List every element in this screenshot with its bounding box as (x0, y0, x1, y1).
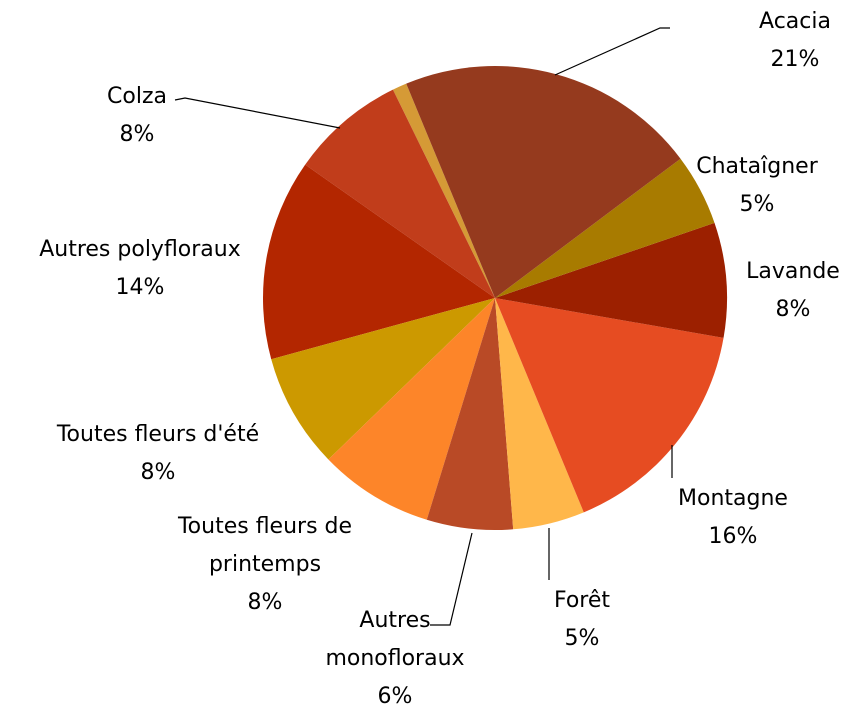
slice-name: Montagne (678, 486, 788, 511)
slice-label: Chataîgner 5% (677, 148, 837, 224)
pie-slice (426, 298, 514, 531)
pie-slice (495, 298, 584, 530)
slice-label: Autres monofloraux 6% (315, 602, 475, 716)
pie-slice (271, 298, 495, 460)
slice-percent: 14% (115, 275, 165, 300)
slice-percent: 16% (708, 524, 758, 549)
leader-line (174, 97, 341, 129)
slice-percent: 8% (140, 460, 176, 485)
slice-label: Colza 8% (87, 78, 187, 154)
slice-name: Acacia (759, 9, 831, 34)
pie-slice (305, 89, 495, 299)
slice-percent: 8% (775, 297, 811, 322)
slice-name: Toutes fleurs d'été (56, 422, 260, 447)
slice-label: Montagne 16% (663, 480, 803, 556)
slice-percent: 5% (564, 626, 600, 651)
slice-label: Autres polyfloraux 14% (10, 231, 270, 307)
slice-label: Toutes fleurs d'été 8% (28, 416, 288, 492)
leader-line (554, 27, 670, 76)
slice-percent: 5% (739, 192, 775, 217)
slice-label: Toutes fleurs de printemps 8% (150, 508, 380, 622)
slice-percent: 8% (119, 122, 155, 147)
slice-name: Toutes fleurs de printemps (177, 514, 353, 577)
slice-name: Forêt (553, 588, 611, 613)
pie-slice (495, 158, 715, 298)
pie-slice (495, 222, 727, 338)
slice-name: Chataîgner (696, 154, 818, 179)
slice-percent: 8% (247, 590, 283, 615)
pie-slice (495, 298, 724, 513)
slice-label: Acacia 21% (735, 3, 849, 79)
pie-slice (263, 164, 495, 360)
slice-name: Autres monofloraux (325, 608, 465, 671)
leader-line (430, 532, 473, 626)
slice-name: Lavande (746, 259, 840, 284)
slice-name: Autres polyfloraux (39, 237, 241, 262)
slice-label: Forêt 5% (532, 582, 632, 658)
slice-name: Colza (107, 84, 167, 109)
pie-slice (406, 65, 681, 298)
pie-slice (392, 83, 495, 299)
slice-percent: 21% (770, 47, 820, 72)
slice-percent: 6% (377, 684, 413, 709)
pie-slice (328, 298, 495, 520)
slice-label: Lavande 8% (733, 253, 849, 329)
leader-lines (174, 27, 673, 626)
